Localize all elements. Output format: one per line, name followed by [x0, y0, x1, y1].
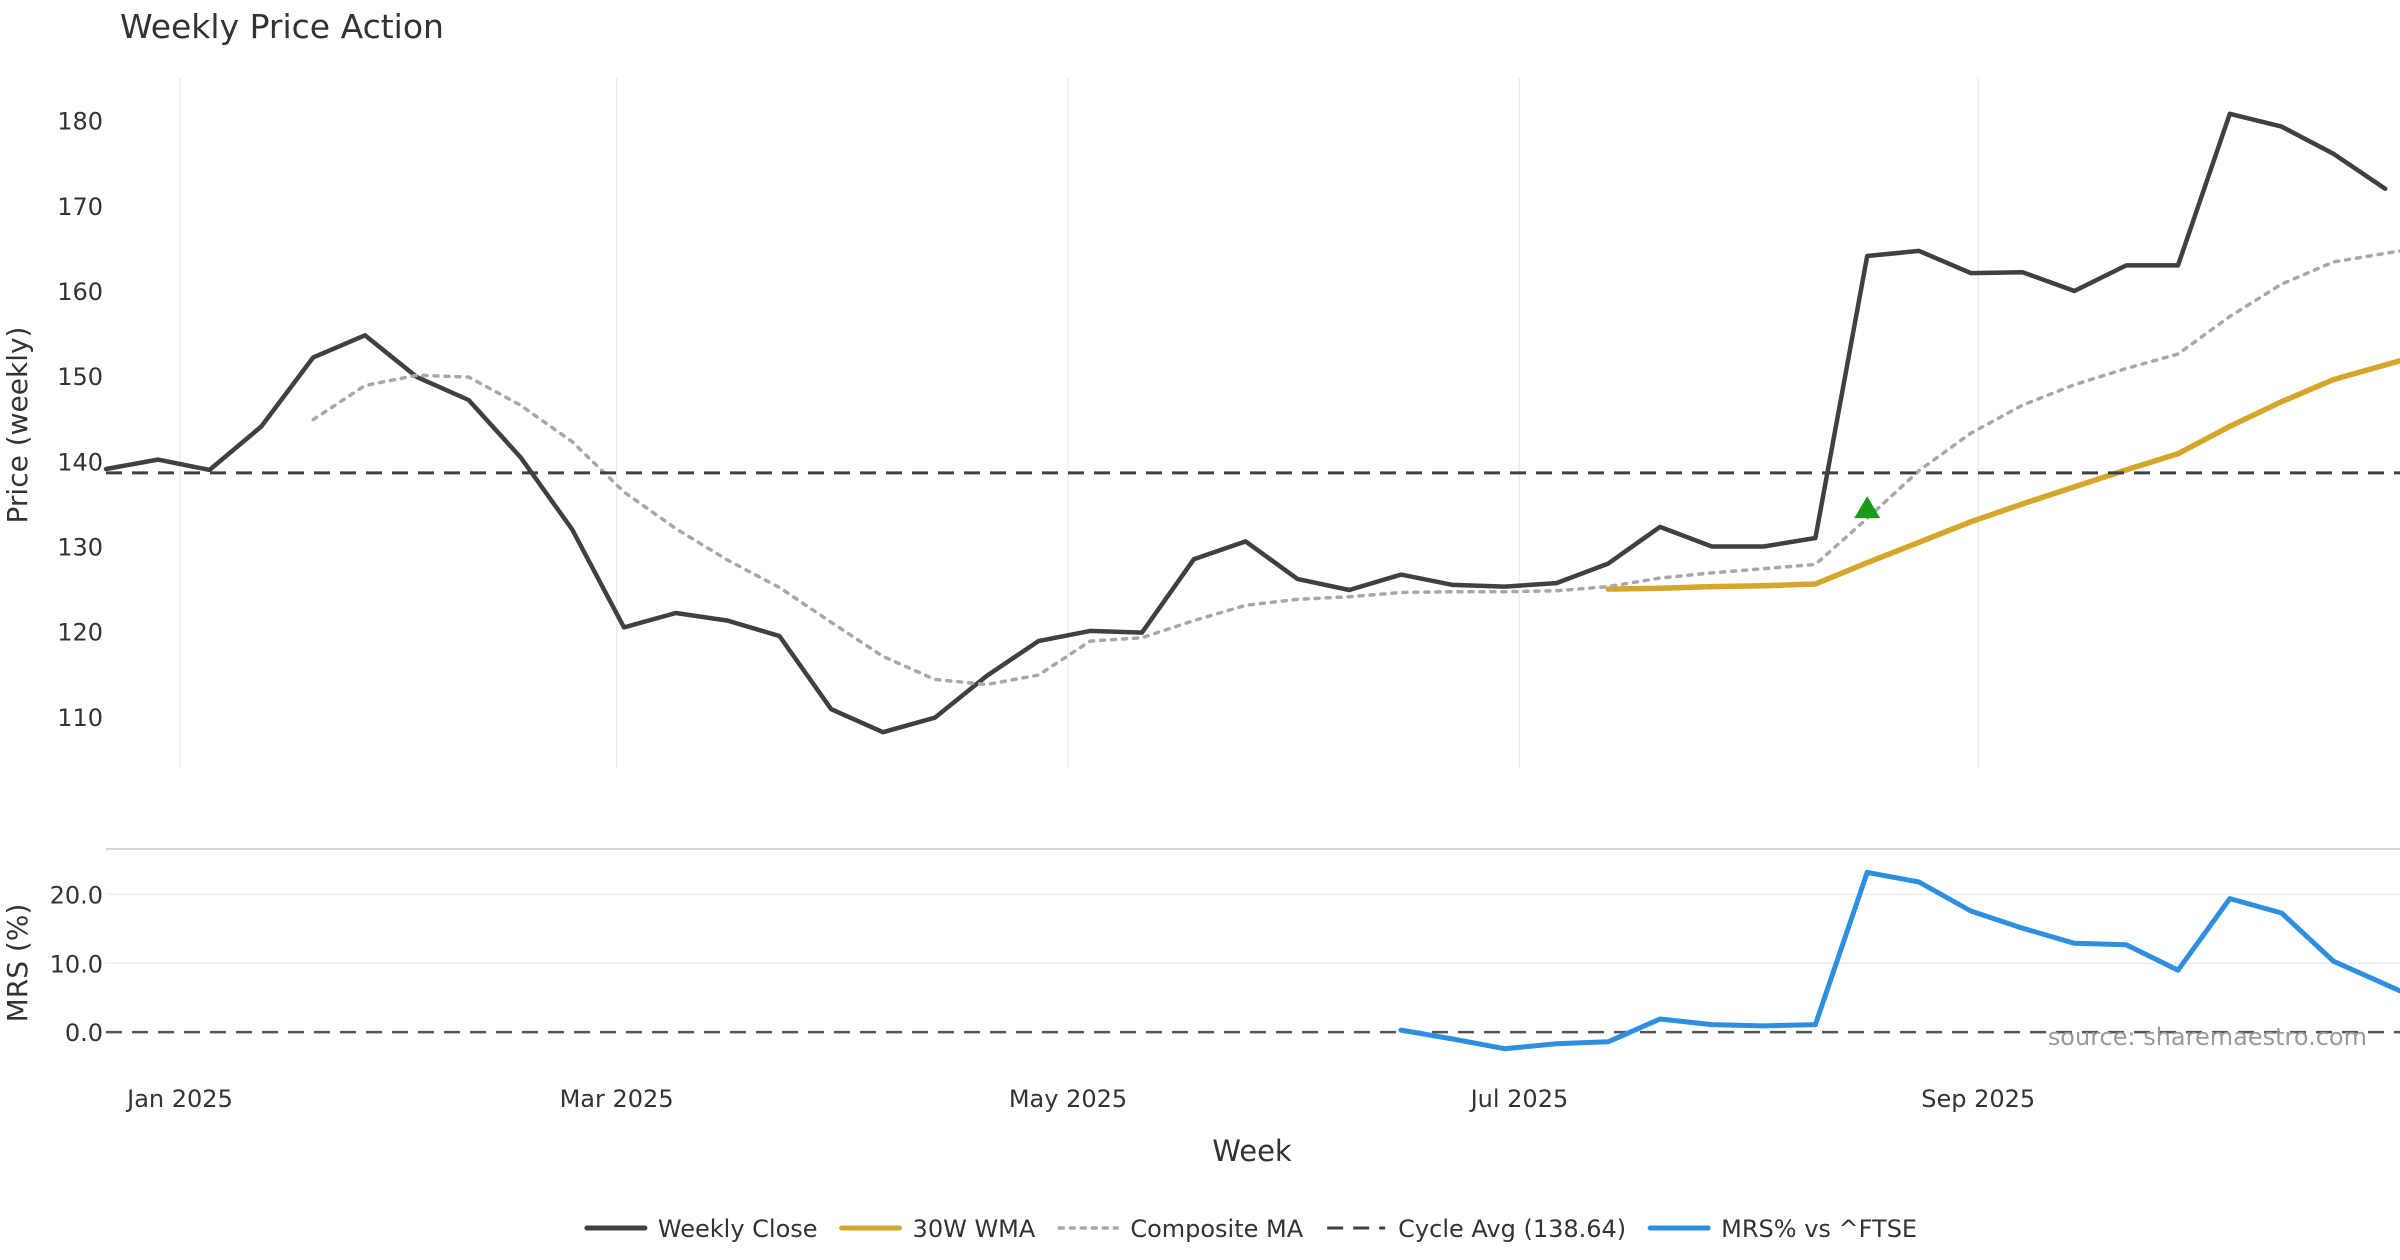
- price-y-tick-label: 140: [57, 448, 103, 476]
- x-tick-label: Jul 2025: [1469, 1085, 1569, 1113]
- x-axis-label: Week: [1212, 1134, 1292, 1168]
- source-annotation: source: sharemaestro.com: [2048, 1023, 2367, 1051]
- series-weekly-close: [103, 111, 2388, 735]
- price-y-tick-label: 160: [57, 278, 103, 306]
- mrs-gridlines: [106, 893, 2400, 1034]
- mrs-y-tick-label: 20.0: [50, 881, 103, 909]
- series-30w-wma: [1605, 358, 2400, 592]
- x-tick-label: Mar 2025: [560, 1085, 674, 1113]
- series-composite-ma: [311, 249, 2400, 687]
- x-tick-label: Sep 2025: [1921, 1085, 2035, 1113]
- price-y-tick-label: 130: [57, 534, 103, 562]
- price-y-ticks: 110 120 130 140 150 160 170 180: [57, 108, 103, 732]
- price-gridlines: [179, 78, 1979, 768]
- mrs-y-axis-label: MRS (%): [1, 904, 34, 1023]
- legend: Weekly Close 30W WMA Composite MA Cycle Avg…: [584, 1215, 1917, 1243]
- x-tick-label: Jan 2025: [125, 1085, 233, 1113]
- price-panel: 110 120 130 140 150 160 170 180 Price (weekly): [1, 78, 2400, 768]
- x-tick-label: May 2025: [1009, 1085, 1127, 1113]
- legend-label-30w-wma: 30W WMA: [913, 1215, 1036, 1243]
- price-y-tick-label: 180: [57, 108, 103, 136]
- mrs-series-group: [1398, 869, 2400, 1052]
- buy-signal-marker: [1854, 496, 1881, 519]
- legend-label-cycle-avg-138-64: Cycle Avg (138.64): [1398, 1215, 1626, 1243]
- x-axis-ticks: Jan 2025 Mar 2025 May 2025 Jul 2025 Sep 2025: [125, 1085, 2035, 1113]
- price-y-tick-label: 120: [57, 619, 103, 647]
- legend-label-weekly-close: Weekly Close: [658, 1215, 818, 1243]
- chart-title: Weekly Price Action: [120, 7, 444, 46]
- mrs-y-tick-label: 10.0: [50, 950, 103, 978]
- price-y-tick-label: 150: [57, 363, 103, 391]
- price-series-group: [103, 111, 2400, 735]
- legend-label-mrs-vs-ftse: MRS% vs ^FTSE: [1721, 1215, 1917, 1243]
- price-y-tick-label: 170: [57, 193, 103, 221]
- mrs-y-tick-label: 0.0: [65, 1019, 103, 1047]
- legend-label-composite-ma: Composite MA: [1130, 1215, 1303, 1243]
- mrs-panel: 0.0 10.0 20.0 MRS (%) source: sharemaestro…: [1, 869, 2400, 1052]
- series-mrs-vs-ftse: [1398, 869, 2400, 1052]
- price-y-axis-label: Price (weekly): [1, 327, 34, 524]
- price-y-tick-label: 110: [57, 704, 103, 732]
- mrs-y-ticks: 0.0 10.0 20.0: [50, 881, 103, 1047]
- price-markers: [1854, 496, 1881, 519]
